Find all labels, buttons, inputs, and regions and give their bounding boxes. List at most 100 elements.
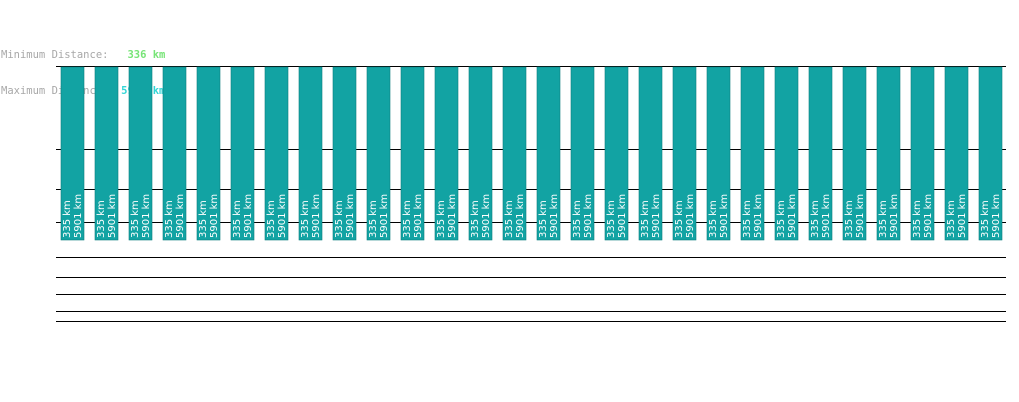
bar-group: 335 km 5901 km	[876, 66, 901, 241]
bar-group: 335 km 5901 km	[468, 66, 493, 241]
bar-min-label: 335 km	[742, 200, 753, 238]
bar-group: 335 km 5901 km	[842, 66, 867, 241]
bar	[842, 66, 867, 241]
minimum-distance-value: 336 km	[127, 49, 166, 61]
bar	[706, 66, 731, 241]
bar-max-label: 5901 km	[923, 194, 934, 238]
bar-min-label: 335 km	[674, 200, 685, 238]
bar-group: 335 km 5901 km	[944, 66, 969, 241]
bar-group: 335 km 5901 km	[298, 66, 323, 241]
bar	[944, 66, 969, 241]
bar	[876, 66, 901, 241]
bar-max-label: 5901 km	[549, 194, 560, 238]
bar-min-label: 335 km	[334, 200, 345, 238]
bar-max-label: 5901 km	[73, 194, 84, 238]
bar-group: 335 km 5901 km	[808, 66, 833, 241]
bar-group: 335 km 5901 km	[162, 66, 187, 241]
bar-min-label: 335 km	[980, 200, 991, 238]
bars: 335 km 5901 km 335 km 5901 km 335 km 5901 km 3…	[60, 66, 1003, 241]
bar-max-label: 5901 km	[685, 194, 696, 238]
bar	[60, 66, 85, 241]
bar-max-label: 5901 km	[515, 194, 526, 238]
bar-group: 335 km 5901 km	[910, 66, 935, 241]
bar-group: 335 km 5901 km	[774, 66, 799, 241]
bar	[638, 66, 663, 241]
bar-group: 335 km 5901 km	[230, 66, 255, 241]
bar-group: 335 km 5901 km	[740, 66, 765, 241]
bar-min-label: 335 km	[198, 200, 209, 238]
bar-min-label: 335 km	[844, 200, 855, 238]
bar	[366, 66, 391, 241]
bar	[264, 66, 289, 241]
bar-group: 335 km 5901 km	[638, 66, 663, 241]
bar	[400, 66, 425, 241]
bar	[128, 66, 153, 241]
bar-group: 335 km 5901 km	[264, 66, 289, 241]
bar-group: 335 km 5901 km	[332, 66, 357, 241]
bar-min-label: 335 km	[606, 200, 617, 238]
bar-group: 335 km 5901 km	[502, 66, 527, 241]
bar-max-label: 5901 km	[957, 194, 968, 238]
bar-max-label: 5901 km	[379, 194, 390, 238]
bar-max-label: 5901 km	[209, 194, 220, 238]
bar	[162, 66, 187, 241]
bar-min-label: 335 km	[96, 200, 107, 238]
bar	[604, 66, 629, 241]
bar-min-label: 335 km	[708, 200, 719, 238]
bar-group: 335 km 5901 km	[570, 66, 595, 241]
bar-min-label: 335 km	[810, 200, 821, 238]
bar-min-label: 335 km	[912, 200, 923, 238]
lower-rule-lines	[56, 257, 1006, 322]
bar-max-label: 5901 km	[277, 194, 288, 238]
bar	[910, 66, 935, 241]
bar-min-label: 335 km	[368, 200, 379, 238]
bar-max-label: 5901 km	[583, 194, 594, 238]
bar	[468, 66, 493, 241]
bar-group: 335 km 5901 km	[672, 66, 697, 241]
bar-max-label: 5901 km	[481, 194, 492, 238]
bar	[808, 66, 833, 241]
bar	[434, 66, 459, 241]
minimum-distance-label: Minimum Distance:	[1, 49, 109, 61]
bar-group: 335 km 5901 km	[978, 66, 1003, 241]
bar-min-label: 335 km	[878, 200, 889, 238]
bar-max-label: 5901 km	[345, 194, 356, 238]
bar	[774, 66, 799, 241]
bar-min-label: 335 km	[436, 200, 447, 238]
bar-max-label: 5901 km	[175, 194, 186, 238]
bar-group: 335 km 5901 km	[706, 66, 731, 241]
bar	[740, 66, 765, 241]
bar	[196, 66, 221, 241]
bar-min-label: 335 km	[640, 200, 651, 238]
bar	[94, 66, 119, 241]
bar-max-label: 5901 km	[311, 194, 322, 238]
bar-group: 335 km 5901 km	[94, 66, 119, 241]
bar-max-label: 5901 km	[787, 194, 798, 238]
bar-max-label: 5901 km	[651, 194, 662, 238]
bar	[672, 66, 697, 241]
bar-min-label: 335 km	[402, 200, 413, 238]
bar	[332, 66, 357, 241]
bar	[978, 66, 1003, 241]
bar	[298, 66, 323, 241]
bar-min-label: 335 km	[538, 200, 549, 238]
bar-group: 335 km 5901 km	[60, 66, 85, 241]
bar-max-label: 5901 km	[889, 194, 900, 238]
bar-max-label: 5901 km	[991, 194, 1002, 238]
bar-max-label: 5901 km	[243, 194, 254, 238]
bar-min-label: 335 km	[572, 200, 583, 238]
bar-group: 335 km 5901 km	[366, 66, 391, 241]
bar-max-label: 5901 km	[617, 194, 628, 238]
bar-max-label: 5901 km	[753, 194, 764, 238]
bar	[230, 66, 255, 241]
bar-max-label: 5901 km	[719, 194, 730, 238]
bar-min-label: 335 km	[232, 200, 243, 238]
bar-max-label: 5901 km	[107, 194, 118, 238]
bar-min-label: 335 km	[300, 200, 311, 238]
bar	[502, 66, 527, 241]
bar-group: 335 km 5901 km	[196, 66, 221, 241]
bar-max-label: 5901 km	[413, 194, 424, 238]
bar-min-label: 335 km	[164, 200, 175, 238]
bar-max-label: 5901 km	[447, 194, 458, 238]
